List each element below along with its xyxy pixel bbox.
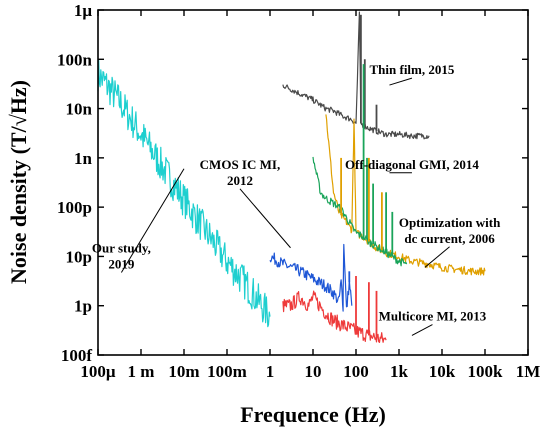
series-4-line bbox=[325, 114, 486, 276]
annotation-optimization: Optimization with dc current, 2006 bbox=[399, 215, 501, 268]
annotation-text: Off-diagonal GMI, 2014 bbox=[345, 157, 479, 172]
annotation-text: CMOS IC MI, 2012 bbox=[200, 157, 281, 188]
y-tick-label: 10p bbox=[66, 247, 92, 266]
y-tick-label: 1p bbox=[74, 297, 92, 316]
annotation-line: 2019 bbox=[108, 257, 135, 272]
x-tick-label: 1M bbox=[516, 362, 541, 381]
y-axis-title: Noise density (T/√Hz) bbox=[6, 80, 31, 284]
x-tick-label: 100μ bbox=[80, 362, 116, 381]
x-tick-label: 1 bbox=[266, 362, 275, 381]
annotation-arrow bbox=[411, 324, 433, 336]
annotation-cmos: CMOS IC MI, 2012 bbox=[200, 157, 291, 249]
plot-frame bbox=[97, 9, 529, 356]
y-tick-label: 100f bbox=[61, 346, 93, 365]
annotations-layer: Our study, 2019 CMOS IC MI, 2012 Thin film, … bbox=[92, 62, 501, 336]
y-tick-label: 100n bbox=[57, 50, 93, 69]
series-2-line bbox=[282, 290, 387, 343]
x-tick-label: 1k bbox=[390, 362, 409, 381]
y-tick-label: 10n bbox=[66, 100, 93, 119]
annotation-line: CMOS IC MI, bbox=[200, 157, 281, 172]
annotation-line: Our study, bbox=[92, 241, 151, 256]
series-0-line bbox=[97, 59, 271, 328]
annotation-arrow bbox=[389, 77, 413, 86]
annotation-arrow bbox=[239, 188, 291, 249]
series-layer bbox=[97, 11, 486, 343]
y-tick-label: 1n bbox=[74, 149, 93, 168]
x-tick-label: 10 bbox=[305, 362, 322, 381]
annotation-our-study: Our study, 2019 bbox=[92, 168, 185, 273]
x-tick-label: 100k bbox=[468, 362, 504, 381]
x-axis-title: Frequence (Hz) bbox=[240, 402, 386, 427]
ticks-layer: 100μ 1 m 10m 100m 1 10 100 1k 10k 100k 1M 100f 1p 10p… bbox=[57, 1, 540, 381]
annotation-line: Optimization with bbox=[399, 215, 501, 230]
annotation-line: Off-diagonal GMI, 2014 bbox=[345, 157, 479, 172]
series-3-line bbox=[282, 11, 430, 140]
annotation-line: Thin film, 2015 bbox=[370, 62, 455, 77]
annotation-arrow bbox=[120, 168, 185, 273]
y-tick-label: 100p bbox=[57, 198, 92, 217]
x-tick-label: 1 m bbox=[128, 362, 155, 381]
annotation-line: Multicore MI, 2013 bbox=[379, 309, 487, 324]
annotation-multicore: Multicore MI, 2013 bbox=[379, 309, 487, 336]
series-1-line bbox=[269, 243, 353, 312]
annotation-thin-film: Thin film, 2015 bbox=[370, 62, 455, 86]
x-tick-label: 100m bbox=[207, 362, 247, 381]
annotation-text: Optimization with dc current, 2006 bbox=[399, 215, 501, 246]
annotation-arrow bbox=[424, 246, 450, 268]
x-tick-label: 10m bbox=[168, 362, 199, 381]
annotation-text: Thin film, 2015 bbox=[370, 62, 455, 77]
annotation-line: dc current, 2006 bbox=[404, 231, 495, 246]
y-tick-label: 1μ bbox=[74, 1, 93, 20]
annotation-line: 2012 bbox=[227, 173, 253, 188]
annotation-text: Multicore MI, 2013 bbox=[379, 309, 487, 324]
annotation-off-diag: Off-diagonal GMI, 2014 bbox=[345, 157, 479, 174]
x-tick-label: 100 bbox=[343, 362, 369, 381]
series-5-line bbox=[312, 156, 408, 267]
x-tick-label: 10k bbox=[429, 362, 456, 381]
